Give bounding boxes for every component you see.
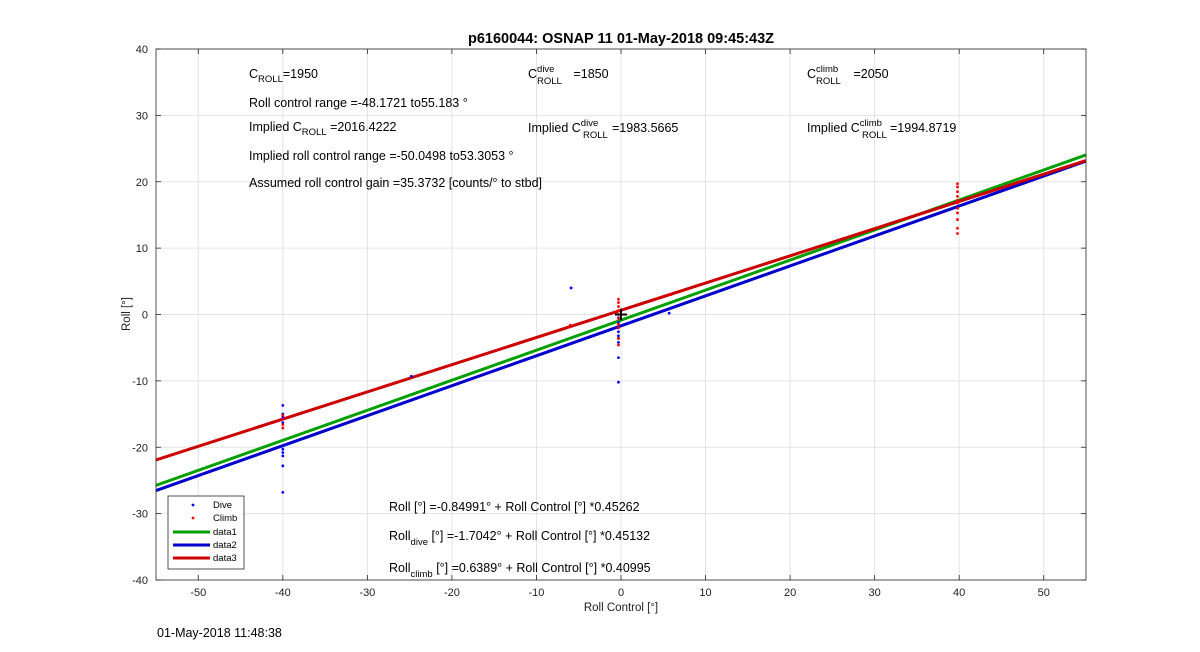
legend-label-data1: data1 [213,527,237,538]
implied-range-annotation: Implied roll control range =-50.0498 to5… [249,149,514,163]
point-climb [669,293,673,296]
point-climb [617,301,620,304]
c-roll-climb-annotation: Cclimb ROLL =2050 [807,64,889,87]
x-tick-label: -40 [275,587,291,599]
y-tick-label: 10 [136,243,148,255]
point-dive [617,321,620,324]
point-climb [956,185,959,189]
point-dive [281,404,285,407]
x-tick-label: 30 [869,587,881,599]
x-tick-label: -20 [444,587,460,599]
c-roll-annotation: CROLL=1950 [249,67,318,85]
implied-c-roll-dive-annotation: Implied Cdive ROLL=1983.5665 [528,118,678,141]
x-tick-label: 50 [1038,587,1050,599]
point-climb [956,198,959,202]
y-tick-label: -30 [132,509,148,521]
y-tick-label: -20 [132,442,148,454]
point-climb [956,190,959,194]
implied-c-roll-annotation: Implied CROLL =2016.4222 [249,120,397,138]
axis-ticks: -50 -40 -30 -20 -10 0 10 20 30 40 50 -40 -30 -20 -10 0 1… [132,44,1086,599]
point-climb [617,305,620,308]
legend-label-data3: data3 [213,553,237,564]
equation-climb: Rollclimb [°] =0.6389° + Roll Control [°… [389,561,651,580]
chart-title: p6160044: OSNAP 11 01-May-2018 09:45:43Z [468,31,774,47]
origin-marker [615,308,627,321]
legend-label-climb: Climb [213,513,237,524]
point-climb [956,201,959,205]
y-axis-label: Roll [°] [121,297,133,331]
point-climb [617,297,620,301]
legend: Dive Climb data1 data2 data3 [167,495,245,570]
equation-all: Roll [°] =-0.84991° + Roll Control [°] *… [389,500,640,514]
y-tick-label: 40 [136,44,148,56]
point-dive [281,451,285,454]
point-dive [617,380,620,384]
point-climb [617,336,620,340]
point-climb [617,317,620,320]
point-dive [281,421,285,425]
point-climb [956,211,959,215]
y-tick-label: 0 [142,310,148,322]
point-dive [617,334,620,338]
assumed-gain-annotation: Assumed roll control gain =35.3732 [coun… [249,176,542,190]
x-tick-label: -50 [190,587,206,599]
point-climb [617,323,620,326]
point-climb [956,218,959,221]
point-dive [281,490,285,494]
y-tick-label: 30 [136,110,148,122]
x-tick-label: 0 [618,587,624,599]
point-dive [281,447,285,451]
footer-timestamp: 01-May-2018 11:48:38 [157,626,282,640]
point-dive [667,311,671,315]
point-climb [956,182,959,186]
x-tick-label: 20 [784,587,796,599]
point-dive [281,444,285,448]
point-climb [617,326,620,330]
legend-label-data2: data2 [213,540,237,551]
x-tick-label: 10 [699,587,711,599]
x-tick-label: -30 [359,587,375,599]
fit-line-data2 [155,159,1087,492]
point-dive [281,454,285,458]
data-points [281,182,959,494]
point-climb [281,426,285,430]
legend-label-dive: Dive [213,500,232,511]
legend-swatch-climb [191,516,195,520]
point-climb [281,423,285,427]
point-dive [281,464,285,468]
point-dive [617,340,620,344]
point-climb [956,206,959,210]
point-climb [956,194,959,198]
x-tick-label: -10 [529,587,545,599]
point-climb [568,323,572,327]
point-climb [956,232,959,235]
point-dive [409,374,413,378]
plot-frame [155,48,1087,581]
point-climb [617,309,620,312]
c-roll-dive-annotation: Cdive ROLL =1850 [528,64,609,87]
y-tick-label: -10 [132,376,148,388]
y-tick-label: 20 [136,177,148,189]
implied-c-roll-climb-annotation: Implied Cclimb ROLL=1994.8719 [807,118,956,141]
equation-dive: Rolldive [°] =-1.7042° + Roll Control [°… [389,529,650,548]
point-climb [956,226,959,230]
x-tick-label: 40 [953,587,965,599]
point-dive [617,356,620,360]
y-tick-label: -40 [132,575,148,587]
roll-control-range-annotation: Roll control range =-48.1721 to55.183 ° [249,96,468,110]
x-axis-label: Roll Control [°] [584,602,658,614]
point-climb [281,413,285,417]
point-climb [617,343,620,347]
legend-swatch-dive [191,503,195,507]
point-dive [569,286,573,290]
point-dive [617,330,620,334]
